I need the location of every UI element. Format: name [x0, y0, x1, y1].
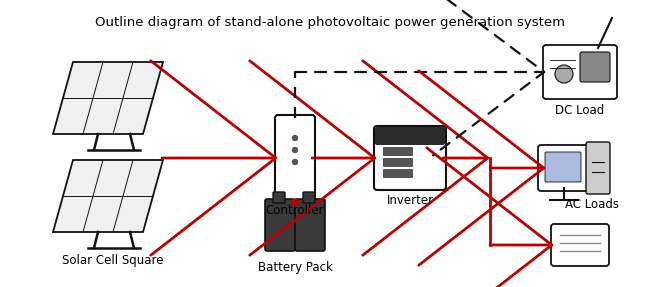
Text: DC Load: DC Load [555, 104, 605, 117]
FancyBboxPatch shape [275, 115, 315, 201]
Text: Battery Pack: Battery Pack [257, 261, 333, 274]
FancyBboxPatch shape [273, 192, 285, 203]
Circle shape [292, 160, 298, 164]
Text: Inverter: Inverter [386, 194, 433, 207]
FancyBboxPatch shape [295, 199, 325, 251]
FancyBboxPatch shape [545, 152, 581, 182]
FancyBboxPatch shape [375, 127, 445, 145]
FancyBboxPatch shape [551, 224, 609, 266]
Polygon shape [53, 62, 163, 134]
FancyBboxPatch shape [265, 199, 295, 251]
FancyBboxPatch shape [538, 145, 590, 191]
Circle shape [292, 148, 298, 152]
FancyBboxPatch shape [543, 45, 617, 99]
Text: Controller: Controller [265, 204, 325, 217]
Circle shape [292, 135, 298, 141]
FancyBboxPatch shape [383, 158, 413, 167]
FancyBboxPatch shape [586, 142, 610, 194]
Text: Outline diagram of stand-alone photovoltaic power generation system: Outline diagram of stand-alone photovolt… [95, 16, 565, 29]
Polygon shape [53, 160, 163, 232]
Text: Solar Cell Square: Solar Cell Square [62, 254, 163, 267]
Circle shape [555, 65, 573, 83]
FancyBboxPatch shape [383, 147, 413, 156]
FancyBboxPatch shape [383, 169, 413, 178]
FancyBboxPatch shape [580, 52, 610, 82]
Text: AC Loads: AC Loads [565, 198, 619, 211]
FancyBboxPatch shape [303, 192, 315, 203]
FancyBboxPatch shape [374, 126, 446, 190]
